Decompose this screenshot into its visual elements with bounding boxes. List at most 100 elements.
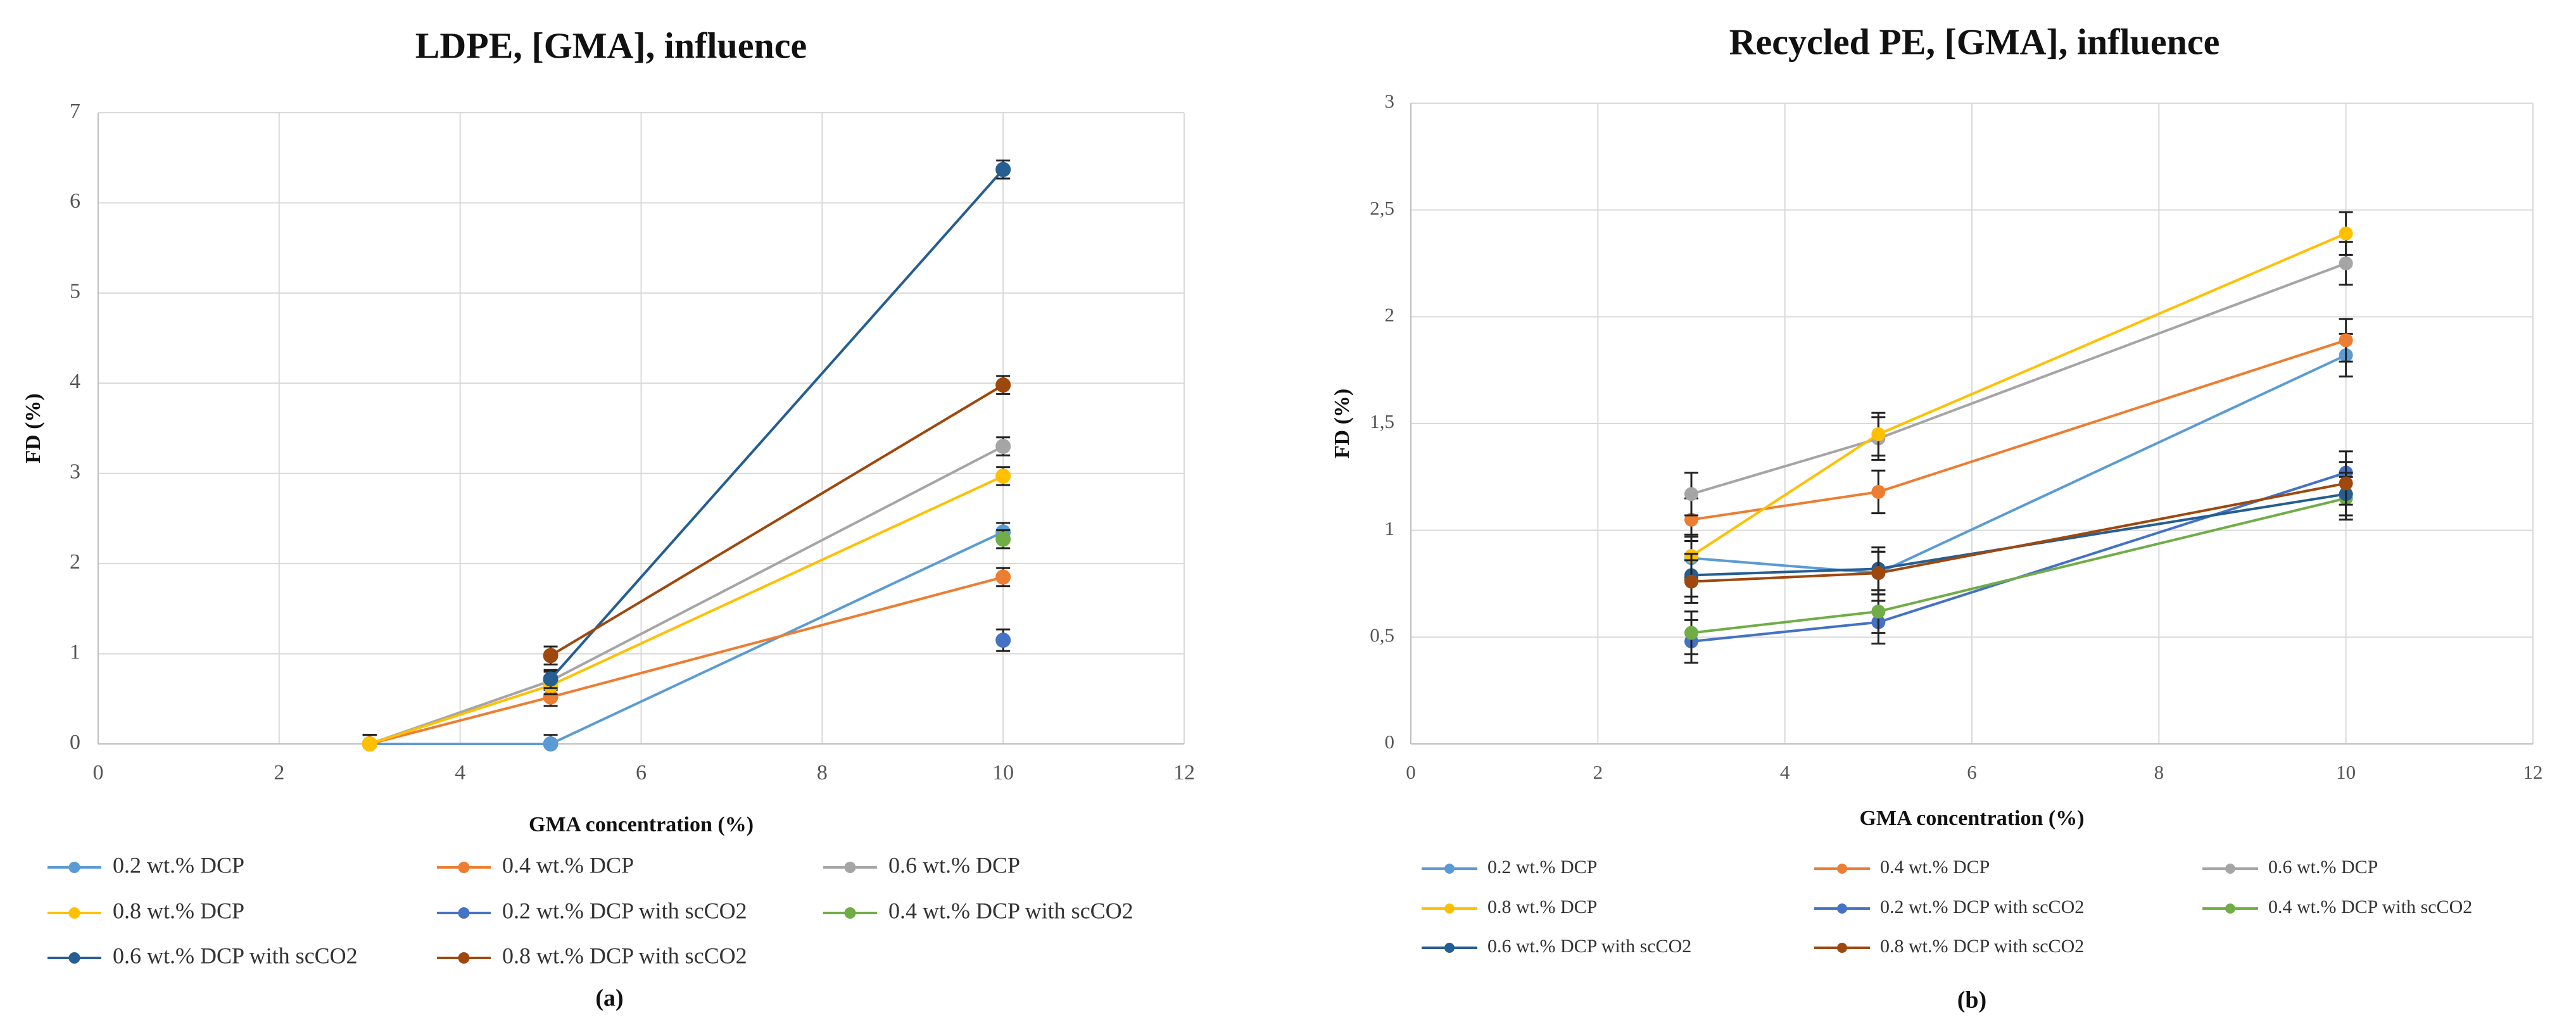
y-axis-title: FD (%) [1330,389,1354,458]
data-point [995,161,1011,177]
x-axis-title: GMA concentration (%) [529,813,754,836]
legend-item: 0.6 wt.% DCP [2202,857,2378,878]
legend-marker [1444,903,1455,914]
legend-item: 0.8 wt.% DCP [47,898,244,923]
y-tick-label: 3 [70,460,80,484]
legend-marker [844,907,856,919]
legend-label: 0.2 wt.% DCP [1487,857,1597,878]
legend-marker [1837,903,1847,914]
legend-marker [68,862,80,873]
legend-label: 0.4 wt.% DCP with scCO2 [2268,897,2472,917]
legend-marker [2225,864,2235,874]
legend-item: 0.4 wt.% DCP [437,852,634,878]
data-point [2339,256,2353,270]
legend-label: 0.8 wt.% DCP [1487,897,1597,917]
panel-label: (a) [595,985,623,1012]
data-point [2339,476,2353,491]
x-tick-label: 8 [817,761,828,784]
data-point [543,689,559,705]
legend-item: 0.6 wt.% DCP with scCO2 [47,943,358,968]
data-point [995,438,1011,454]
legend-item: 0.2 wt.% DCP with scCO2 [1814,897,2084,917]
x-tick-label: 12 [2523,761,2543,783]
x-tick-label: 0 [93,761,104,784]
legend: 0.2 wt.% DCP 0.4 wt.% DCP 0.6 wt.% DCP 0.8 … [47,852,1133,968]
legend-marker [68,952,80,964]
series-8 [1684,461,2353,604]
data-point [995,632,1011,648]
y-axis-title: FD (%) [22,393,45,463]
data-point [1871,566,1886,581]
legend-marker [1444,943,1455,953]
legend-label: 0.6 wt.% DCP with scCO2 [113,943,358,968]
y-tick-label: 0 [70,731,80,754]
series-6 [995,529,1011,550]
series-7 [543,159,1011,689]
data-point [543,648,559,664]
legend-item: 0.8 wt.% DCP with scCO2 [1814,936,2084,957]
legend-marker [458,862,470,873]
legend-label: 0.6 wt.% DCP [888,852,1020,878]
x-tick-label: 8 [2154,761,2164,783]
legend-item: 0.2 wt.% DCP with scCO2 [437,898,747,923]
legend-marker [1837,943,1847,953]
y-tick-label: 2 [70,550,80,574]
y-tick-label: 1,5 [1370,410,1394,432]
legend-label: 0.6 wt.% DCP with scCO2 [1487,936,1691,957]
legend-item: 0.8 wt.% DCP with scCO2 [437,943,747,968]
y-tick-label: 7 [70,99,80,123]
legend-label: 0.2 wt.% DCP with scCO2 [1880,897,2084,917]
legend-label: 0.4 wt.% DCP with scCO2 [888,898,1133,923]
legend-label: 0.4 wt.% DCP [502,852,634,878]
x-tick-label: 10 [992,761,1014,784]
legend: 0.2 wt.% DCP 0.4 wt.% DCP 0.6 wt.% DCP 0.8 … [1422,857,2472,957]
x-tick-label: 2 [274,761,284,784]
x-tick-label: 0 [1406,761,1416,783]
data-point [995,468,1011,484]
legend-item: 0.2 wt.% DCP [1422,857,1597,878]
legend-label: 0.8 wt.% DCP [113,898,244,923]
legend-item: 0.6 wt.% DCP [823,852,1020,878]
legend-marker [68,907,80,919]
data-point [1871,484,1886,499]
chart-title: LDPE, [GMA], influence [415,25,807,66]
chart-title: Recycled PE, [GMA], influence [1729,21,2220,62]
legend-label: 0.8 wt.% DCP with scCO2 [502,943,747,968]
legend-item: 0.2 wt.% DCP [47,852,244,878]
y-tick-label: 6 [70,189,80,213]
legend-marker [458,952,470,964]
y-tick-label: 0,5 [1370,624,1394,646]
legend-item: 0.4 wt.% DCP with scCO2 [2202,897,2472,917]
x-tick-label: 6 [1967,761,1977,783]
data-point [1684,626,1698,640]
x-tick-label: 10 [2336,761,2356,783]
x-tick-label: 4 [455,761,465,784]
legend-label: 0.8 wt.% DCP with scCO2 [1880,936,2084,957]
legend-item: 0.4 wt.% DCP with scCO2 [823,898,1133,923]
data-point [995,569,1011,585]
x-tick-label: 2 [1593,761,1603,783]
legend-label: 0.2 wt.% DCP with scCO2 [502,898,747,923]
legend-label: 0.4 wt.% DCP [1880,857,1990,878]
panel-label: (b) [1957,987,1986,1014]
data-point [1684,574,1698,589]
y-tick-label: 4 [70,370,80,393]
series-line [550,384,1004,657]
y-tick-label: 2,5 [1370,197,1394,219]
data-point [2339,226,2353,241]
data-point [1871,427,1886,441]
data-point [1871,604,1886,619]
data-point [543,671,559,687]
legend-label: 0.2 wt.% DCP [113,852,244,878]
y-tick-label: 0 [1385,731,1395,753]
data-point [995,531,1011,547]
x-tick-label: 12 [1173,761,1195,784]
series-6 [1684,475,2353,655]
y-tick-label: 3 [1385,90,1395,112]
series-5 [995,628,1011,652]
y-tick-label: 1 [70,640,80,664]
data-point [995,377,1011,393]
legend-label: 0.6 wt.% DCP [2268,857,2378,878]
